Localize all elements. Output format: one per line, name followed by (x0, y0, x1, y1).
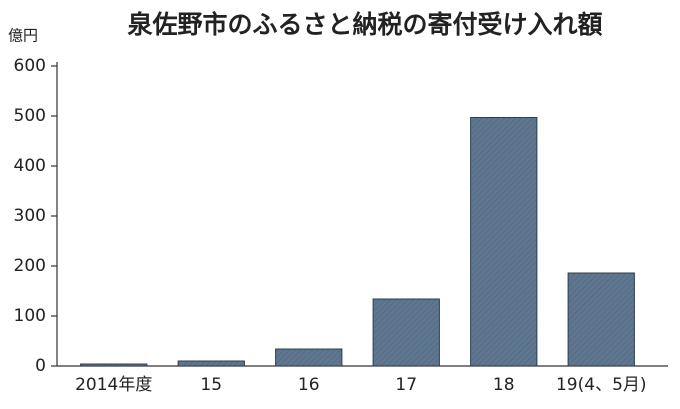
y-tick-label: 100 (14, 306, 46, 326)
x-tick-label: 18 (493, 375, 515, 395)
x-tick-label: 16 (298, 375, 320, 395)
bar (372, 298, 440, 367)
bar (177, 360, 245, 367)
bar (470, 117, 538, 367)
y-tick-label: 600 (14, 56, 46, 76)
bar (275, 348, 343, 367)
y-tick-label: 300 (14, 206, 46, 226)
x-tick-label: 19(4、5月) (556, 375, 647, 395)
y-tick-label: 200 (14, 256, 46, 276)
y-tick-label: 0 (35, 356, 46, 376)
y-axis-unit: 億円 (8, 27, 38, 45)
bar (80, 363, 148, 367)
y-tick-label: 500 (14, 106, 46, 126)
x-tick-label: 15 (200, 375, 222, 395)
chart-title: 泉佐野市のふるさと納税の寄付受け入れ額 (127, 10, 602, 39)
y-tick-label: 400 (14, 156, 46, 176)
bar (567, 272, 635, 367)
x-tick-label: 2014年度 (75, 375, 152, 395)
x-tick-label: 17 (395, 375, 417, 395)
